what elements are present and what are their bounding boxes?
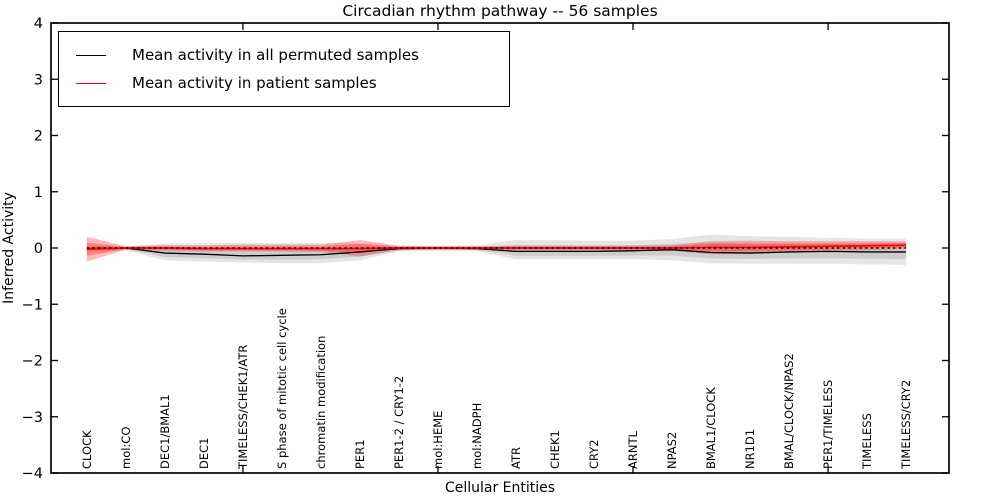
x-category-label: CRY2 [587,439,601,469]
y-tick-label: 1 [34,185,43,201]
x-category-label: mol:CO [119,427,133,469]
legend-item-label: Mean activity in patient samples [132,74,377,92]
plot-frame [50,22,950,474]
band-inner-patient [86,242,907,256]
x-category-label: PER1-2 / CRY1-2 [392,376,406,469]
x-category-label: NPAS2 [665,432,679,469]
legend: Mean activity in all permuted samples Me… [58,31,510,107]
y-tick-label: 3 [34,72,43,88]
x-axis-label: Cellular Entities [445,480,555,496]
legend-line-sample-red-icon [76,82,106,84]
y-tick-label: −4 [22,466,43,482]
x-category-label: ARNTL [626,431,640,469]
y-tick-label: 2 [34,129,43,145]
chart-title: Circadian rhythm pathway -- 56 samples [342,2,657,20]
legend-item-permuted: Mean activity in all permuted samples [71,41,497,69]
x-category-label: BMAL/CLOCK/NPAS2 [782,353,796,469]
x-category-label: ATR [509,447,523,469]
x-category-label: BMAL1/CLOCK [704,387,718,469]
x-category-label: mol:HEME [431,411,445,469]
x-category-label: CLOCK [80,430,94,469]
tick-labels: 4 3 2 1 0 −1 −2 −3 −4 CLOCK mol:CO DEC1/BMAL1 DEC1 TI… [22,16,913,482]
y-axis-label: Inferred Activity [1,192,17,304]
legend-item-patient: Mean activity in patient samples [71,69,497,97]
series-line-permuted [86,247,907,257]
series-lines [86,244,907,257]
x-category-label: S phase of mitotic cell cycle [275,308,289,469]
y-tick-label: −1 [22,297,43,313]
x-category-label: CHEK1 [548,430,562,469]
band-outer-patient [86,236,907,262]
legend-item-label: Mean activity in all permuted samples [132,46,419,64]
x-category-label: DEC1 [197,438,211,469]
x-category-label: PER1 [353,439,367,469]
y-tick-label: 0 [34,241,43,257]
y-tick-label: −2 [22,354,43,370]
x-category-label: TIMELESS [860,413,874,470]
x-category-label: NR1D1 [743,429,757,469]
x-category-label: DEC1/BMAL1 [158,394,172,469]
x-category-label: chromatin modification [314,336,328,469]
x-category-label: PER1/TIMELESS [821,380,835,469]
legend-line-sample-black-icon [76,54,106,56]
x-category-label: TIMELESS/CHEK1/ATR [236,345,250,470]
y-tick-label: −3 [22,410,43,426]
x-category-label: TIMELESS/CRY2 [899,380,913,470]
y-tick-label: 4 [34,16,43,32]
x-category-label: mol:NADPH [470,403,484,469]
